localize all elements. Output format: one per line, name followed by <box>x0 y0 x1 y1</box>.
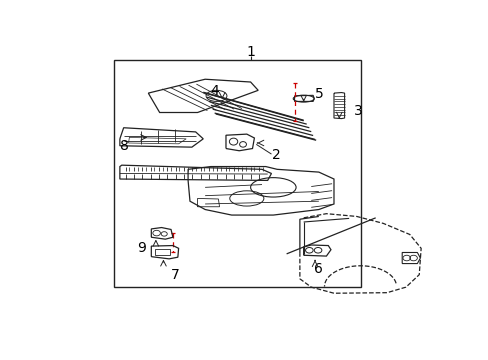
Text: 7: 7 <box>170 268 179 282</box>
Text: 5: 5 <box>315 87 323 101</box>
Text: 1: 1 <box>245 45 255 59</box>
Text: 3: 3 <box>353 104 362 118</box>
Text: 2: 2 <box>271 148 280 162</box>
Text: 4: 4 <box>210 84 219 98</box>
Bar <box>114 60 360 287</box>
Text: 8: 8 <box>120 139 129 153</box>
Text: 6: 6 <box>314 262 323 276</box>
Text: 9: 9 <box>137 241 146 255</box>
